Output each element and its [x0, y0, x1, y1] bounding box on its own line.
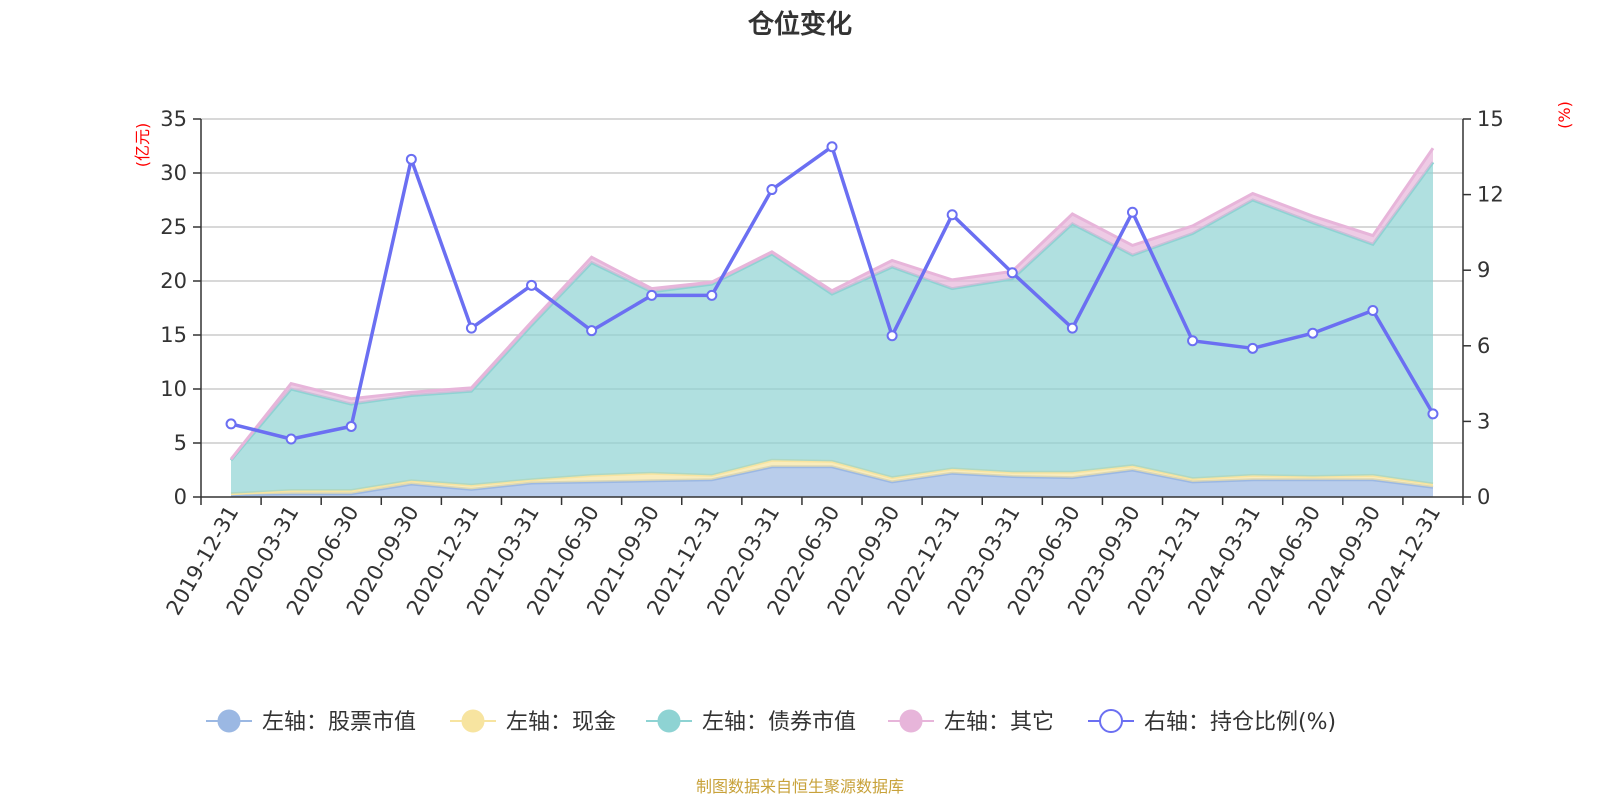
area-edge-左轴：其它	[229, 147, 1435, 461]
left-tick-label: 30	[160, 161, 187, 185]
right-tick-label: 9	[1477, 258, 1490, 282]
right-axis-unit: (%)	[1555, 101, 1574, 129]
ratio-point	[1247, 342, 1259, 354]
ratio-point	[766, 184, 778, 196]
legend-label: 右轴：持仓比例(%)	[1144, 710, 1336, 735]
area-左轴：股票市值	[231, 466, 1433, 497]
legend-label: 左轴：债券市值	[702, 710, 856, 735]
legend-marker	[461, 709, 485, 733]
right-tick-label: 12	[1477, 183, 1504, 207]
right-tick-label: 3	[1477, 409, 1490, 433]
left-axis-unit: (亿元)	[133, 123, 152, 168]
ratio-point	[405, 153, 417, 165]
left-tick-label: 15	[160, 323, 187, 347]
ratio-point	[465, 322, 477, 334]
legend-marker	[899, 709, 923, 733]
ratio-point	[886, 330, 898, 342]
stacked-areas	[229, 147, 1435, 497]
ratio-point	[1427, 408, 1439, 420]
legend-marker	[1099, 709, 1123, 733]
left-tick-label: 20	[160, 269, 187, 293]
legend-item: 右轴：持仓比例(%)	[1088, 709, 1336, 735]
area-左轴：债券市值	[231, 162, 1433, 494]
legend-marker	[217, 709, 241, 733]
ratio-point	[646, 289, 658, 301]
legend-marker	[657, 709, 681, 733]
ratio-point	[285, 433, 297, 445]
ratio-point	[1367, 305, 1379, 317]
area-左轴：现金	[231, 460, 1433, 495]
legend-label: 左轴：其它	[944, 710, 1054, 735]
ratio-point	[586, 325, 598, 337]
chart-title: 仓位变化	[747, 9, 852, 40]
legend-item: 左轴：现金	[450, 709, 616, 735]
left-tick-label: 5	[174, 431, 187, 455]
ratio-line-series	[225, 141, 1439, 445]
left-tick-label: 25	[160, 215, 187, 239]
ratio-point	[345, 420, 357, 432]
right-tick-label: 6	[1477, 334, 1490, 358]
right-tick-label: 0	[1477, 485, 1490, 509]
ratio-point	[946, 209, 958, 221]
ratio-point	[826, 141, 838, 153]
left-tick-label: 10	[160, 377, 187, 401]
legend-label: 左轴：现金	[506, 710, 616, 735]
ratio-point	[706, 289, 718, 301]
ratio-point	[1006, 267, 1018, 279]
ratio-point	[1187, 335, 1199, 347]
legend-label: 左轴：股票市值	[262, 710, 416, 735]
legend: 左轴：股票市值 左轴：现金 左轴：债券市值 左轴：其它 右轴：持仓比例(%)	[206, 709, 1336, 735]
ratio-point	[526, 279, 538, 291]
legend-item: 左轴：股票市值	[206, 709, 416, 735]
legend-item: 左轴：其它	[888, 709, 1054, 735]
legend-item: 左轴：债券市值	[646, 709, 856, 735]
source-note: 制图数据来自恒生聚源数据库	[696, 777, 904, 796]
ratio-point	[225, 418, 237, 430]
left-tick-label: 0	[174, 485, 187, 509]
ratio-point	[1307, 327, 1319, 339]
ratio-point	[1126, 206, 1138, 218]
ratio-point	[1066, 322, 1078, 334]
right-tick-label: 15	[1477, 107, 1504, 131]
left-tick-label: 35	[160, 107, 187, 131]
